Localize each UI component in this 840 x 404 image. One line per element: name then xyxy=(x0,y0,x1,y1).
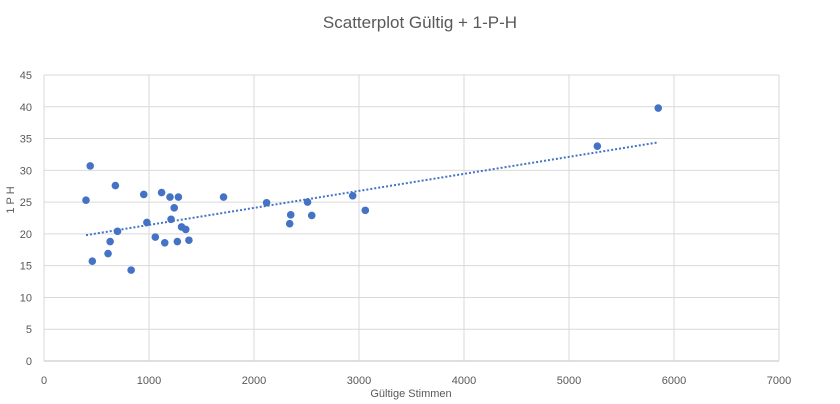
y-tick-label: 30 xyxy=(20,165,32,177)
data-point xyxy=(88,257,97,266)
x-axis-label: Gültige Stimmen xyxy=(370,388,451,400)
chart-title: Scatterplot Gültig + 1-P-H xyxy=(323,13,517,32)
x-tick-label: 2000 xyxy=(242,375,266,387)
x-tick-label: 7000 xyxy=(767,375,791,387)
x-axis-ticks: 0 1000 2000 3000 4000 5000 6000 7000 xyxy=(41,375,791,387)
y-tick-label: 40 xyxy=(20,102,32,114)
trendline xyxy=(85,141,659,237)
data-point xyxy=(82,196,90,205)
data-point xyxy=(139,190,148,199)
data-point xyxy=(285,219,294,228)
y-tick-label: 5 xyxy=(26,324,32,336)
y-tick-label: 25 xyxy=(20,197,32,209)
data-point xyxy=(106,237,114,246)
data-point xyxy=(86,162,94,170)
data-point xyxy=(104,249,112,258)
data-point xyxy=(348,191,357,200)
data-point xyxy=(185,236,193,245)
data-point xyxy=(157,188,166,197)
data-points xyxy=(82,104,663,274)
data-point xyxy=(181,225,190,234)
data-point xyxy=(113,227,122,236)
y-tick-label: 20 xyxy=(20,229,32,241)
data-point xyxy=(174,193,183,201)
data-point xyxy=(127,266,135,274)
data-point xyxy=(307,211,316,220)
x-tick-label: 1000 xyxy=(137,375,161,387)
data-point xyxy=(160,238,169,247)
y-tick-label: 0 xyxy=(26,356,32,368)
y-axis-label: 1 P H xyxy=(5,186,17,213)
data-point xyxy=(361,206,370,215)
data-point xyxy=(170,204,178,212)
data-point xyxy=(219,193,228,201)
data-point xyxy=(143,218,151,227)
x-tick-label: 0 xyxy=(41,375,47,387)
data-point xyxy=(173,237,182,246)
data-point xyxy=(111,181,120,190)
y-tick-label: 35 xyxy=(20,134,32,146)
y-tick-label: 10 xyxy=(20,292,32,304)
data-point xyxy=(151,233,160,241)
data-point xyxy=(167,215,175,224)
x-tick-label: 5000 xyxy=(557,375,581,387)
data-point xyxy=(593,142,602,150)
y-axis-ticks: 0 5 10 15 20 25 30 35 40 45 xyxy=(20,70,32,368)
data-point xyxy=(654,104,663,112)
x-tick-label: 3000 xyxy=(347,375,371,387)
data-point xyxy=(166,193,174,201)
x-tick-label: 4000 xyxy=(452,375,476,387)
y-tick-label: 45 xyxy=(20,70,32,82)
x-tick-label: 6000 xyxy=(662,375,686,387)
data-point xyxy=(262,198,271,207)
y-tick-label: 15 xyxy=(20,261,32,273)
data-point xyxy=(303,198,312,206)
grid xyxy=(43,74,780,362)
data-point xyxy=(286,211,295,219)
